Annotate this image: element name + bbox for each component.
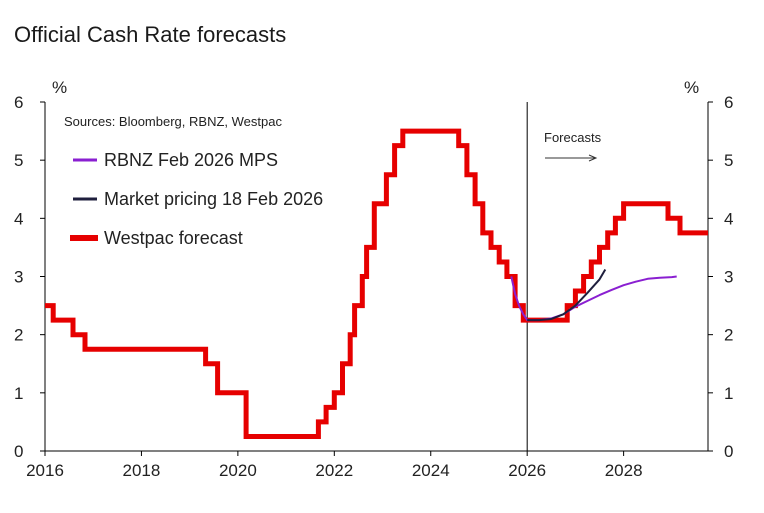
legend: RBNZ Feb 2026 MPS Market pricing 18 Feb … (70, 150, 323, 248)
y-tick-label-right: 6 (724, 93, 733, 112)
forecast-label: Forecasts (544, 130, 602, 145)
series-line-2 (45, 128, 708, 439)
y-tick-label-left: 0 (14, 442, 23, 461)
left-unit-label: % (52, 78, 67, 97)
chart-title: Official Cash Rate forecasts (14, 22, 287, 47)
x-tick-label: 2022 (315, 461, 353, 480)
y-tick-label-left: 3 (14, 268, 23, 287)
x-tick-label: 2028 (605, 461, 643, 480)
y-tick-label-right: 0 (724, 442, 733, 461)
y-tick-label-right: 5 (724, 151, 733, 170)
y-tick-label-right: 3 (724, 268, 733, 287)
y-tick-label-left: 2 (14, 326, 23, 345)
x-tick-label: 2018 (123, 461, 161, 480)
x-tick-label: 2024 (412, 461, 450, 480)
series-line-1 (527, 268, 607, 322)
x-tick-label: 2020 (219, 461, 257, 480)
y-tick-label-right: 4 (724, 209, 733, 228)
series-lines (45, 128, 708, 439)
series-line-0 (510, 275, 677, 322)
legend-item-westpac: Westpac forecast (70, 228, 243, 248)
svg-text:Westpac forecast: Westpac forecast (104, 228, 243, 248)
x-tick-label: 2016 (26, 461, 64, 480)
legend-item-rbnz: RBNZ Feb 2026 MPS (73, 150, 278, 170)
svg-text:RBNZ Feb 2026 MPS: RBNZ Feb 2026 MPS (104, 150, 278, 170)
y-tick-label-left: 5 (14, 151, 23, 170)
source-note: Sources: Bloomberg, RBNZ, Westpac (64, 114, 282, 129)
svg-text:Market pricing 18 Feb 2026: Market pricing 18 Feb 2026 (104, 189, 323, 209)
legend-item-market: Market pricing 18 Feb 2026 (73, 189, 323, 209)
y-tick-label-left: 4 (14, 209, 23, 228)
y-tick-label-left: 6 (14, 93, 23, 112)
axis-ticks: 0 0 1 1 2 2 3 3 4 4 5 5 6 6 2016 2018 2020 2022 2024 2026 20… (14, 93, 733, 480)
y-tick-label-right: 2 (724, 326, 733, 345)
y-tick-label-right: 1 (724, 384, 733, 403)
right-unit-label: % (684, 78, 699, 97)
y-tick-label-left: 1 (14, 384, 23, 403)
x-tick-label: 2026 (508, 461, 546, 480)
forecast-arrow (545, 154, 598, 162)
